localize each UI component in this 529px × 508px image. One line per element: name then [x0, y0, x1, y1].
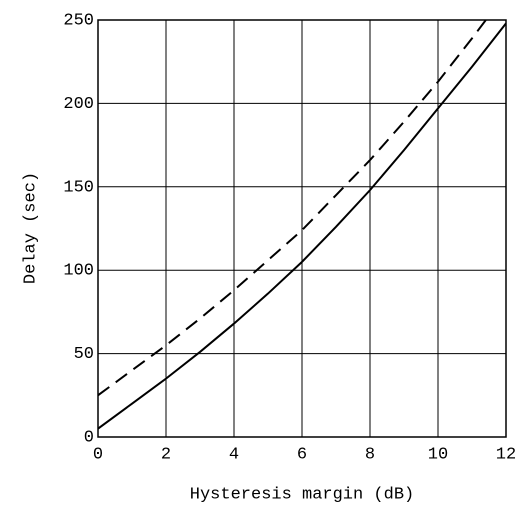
x-tick-label: 2: [161, 445, 171, 464]
y-tick-label: 0: [84, 428, 94, 447]
y-tick-label: 100: [63, 262, 94, 281]
x-tick-label: 0: [93, 445, 103, 464]
line-series: [98, 20, 488, 397]
plot-area: [98, 20, 506, 430]
x-tick-label: 8: [365, 445, 375, 464]
y-tick-label: 250: [63, 11, 94, 30]
x-tick-label: 12: [496, 445, 516, 464]
y-tick-label: 200: [63, 95, 94, 114]
x-axis-label: Hysteresis margin (dB): [190, 485, 414, 504]
x-tick-label: 10: [428, 445, 448, 464]
x-tick-label: 6: [297, 445, 307, 464]
y-tick-label: 50: [74, 345, 94, 364]
x-tick-label: 4: [229, 445, 239, 464]
y-axis-label: Delay (sec): [21, 172, 40, 284]
line-series: [98, 22, 506, 430]
y-tick-label: 150: [63, 178, 94, 197]
